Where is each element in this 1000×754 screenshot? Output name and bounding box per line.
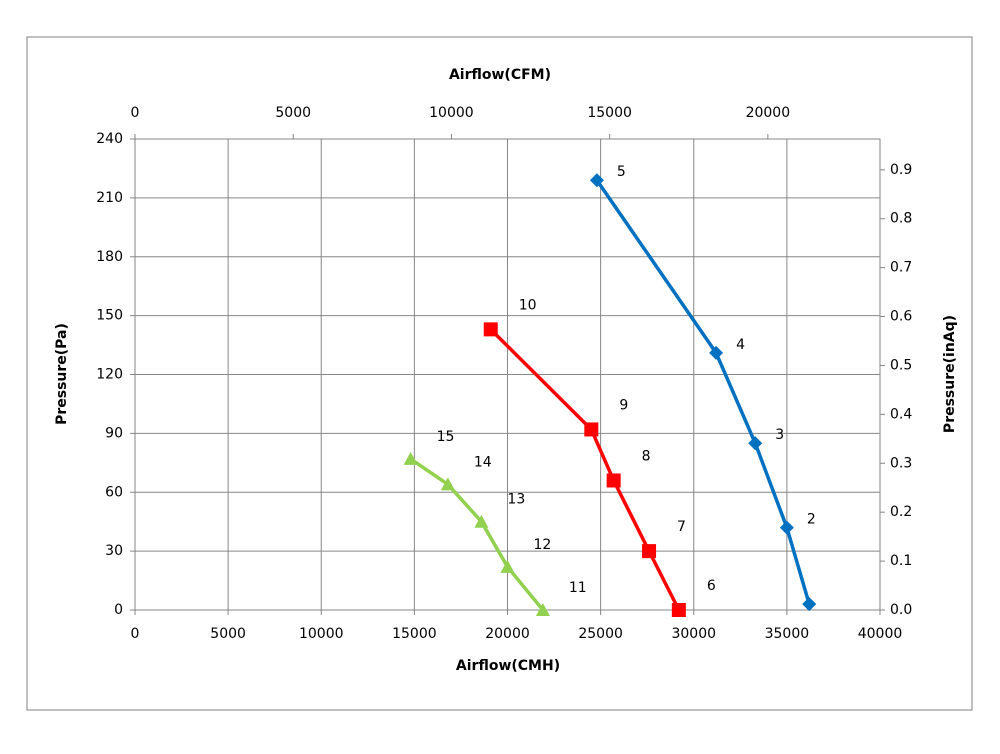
marker [642,544,657,559]
y2-tick-label: 0.9 [890,162,912,178]
y-tick-label: 240 [96,131,123,147]
y-tick-label: 150 [96,308,123,324]
y-axis-title: Pressure(Pa) [54,323,70,425]
point-label: 12 [534,537,552,553]
x-axis-title: Airflow(CMH) [456,658,560,674]
point-label: 3 [775,427,784,443]
marker [606,473,621,488]
point-label: 11 [569,580,587,596]
y2-tick-label: 0.5 [890,357,912,373]
x2-tick-label: 20000 [746,105,791,121]
y-tick-label: 210 [96,190,123,206]
y2-tick-label: 0.8 [890,211,912,227]
marker [535,603,550,616]
point-label: 2 [807,512,816,528]
marker [483,322,498,337]
point-label: 10 [519,297,537,313]
point-label: 15 [437,429,455,445]
x-tick-label: 35000 [765,626,810,642]
marker [748,436,763,451]
point-label: 13 [507,492,525,508]
y2-tick-label: 0.3 [890,455,912,471]
point-label: 6 [707,578,716,594]
plot-frame [134,138,881,611]
x-tick-label: 5000 [210,626,246,642]
marker [474,514,489,528]
marker [500,559,515,573]
point-label: 5 [617,164,626,180]
y-tick-label: 60 [105,484,123,500]
x-tick-label: 20000 [485,626,530,642]
chart-border [26,36,973,711]
y2-tick-label: 0.4 [890,406,912,422]
x2-tick-label: 5000 [275,105,311,121]
y2-tick-label: 0.6 [890,309,912,325]
y-tick-label: 90 [105,425,123,441]
x-tick-label: 0 [131,626,140,642]
x2-tick-label: 15000 [587,105,632,121]
x-tick-label: 25000 [578,626,623,642]
marker [709,345,724,360]
point-label: 4 [736,337,745,353]
point-label: 8 [642,448,651,464]
y2-tick-label: 0.1 [890,553,912,569]
y-tick-label: 30 [105,543,123,559]
marker [779,520,794,535]
y2-tick-label: 0.7 [890,260,912,276]
marker [403,451,418,465]
point-label: 7 [677,519,686,535]
y2-tick-label: 0.0 [890,602,912,618]
y-tick-label: 180 [96,249,123,265]
x-tick-label: 40000 [858,626,903,642]
y-tick-label: 120 [96,367,123,383]
marker [802,597,817,612]
point-label: 9 [619,397,628,413]
x2-axis-title: Airflow(CFM) [449,67,551,83]
marker [589,173,604,188]
marker [584,422,599,437]
x-tick-label: 30000 [671,626,716,642]
y-tick-label: 0 [114,602,123,618]
x2-tick-label: 0 [131,105,140,121]
x-tick-label: 15000 [392,626,437,642]
marker [671,603,686,617]
y2-axis-title: Pressure(inAq) [942,315,958,433]
x-tick-label: 10000 [299,626,344,642]
y2-tick-label: 0.2 [890,504,912,520]
marker [440,477,455,491]
point-label: 14 [474,454,492,470]
x2-tick-label: 10000 [429,105,474,121]
